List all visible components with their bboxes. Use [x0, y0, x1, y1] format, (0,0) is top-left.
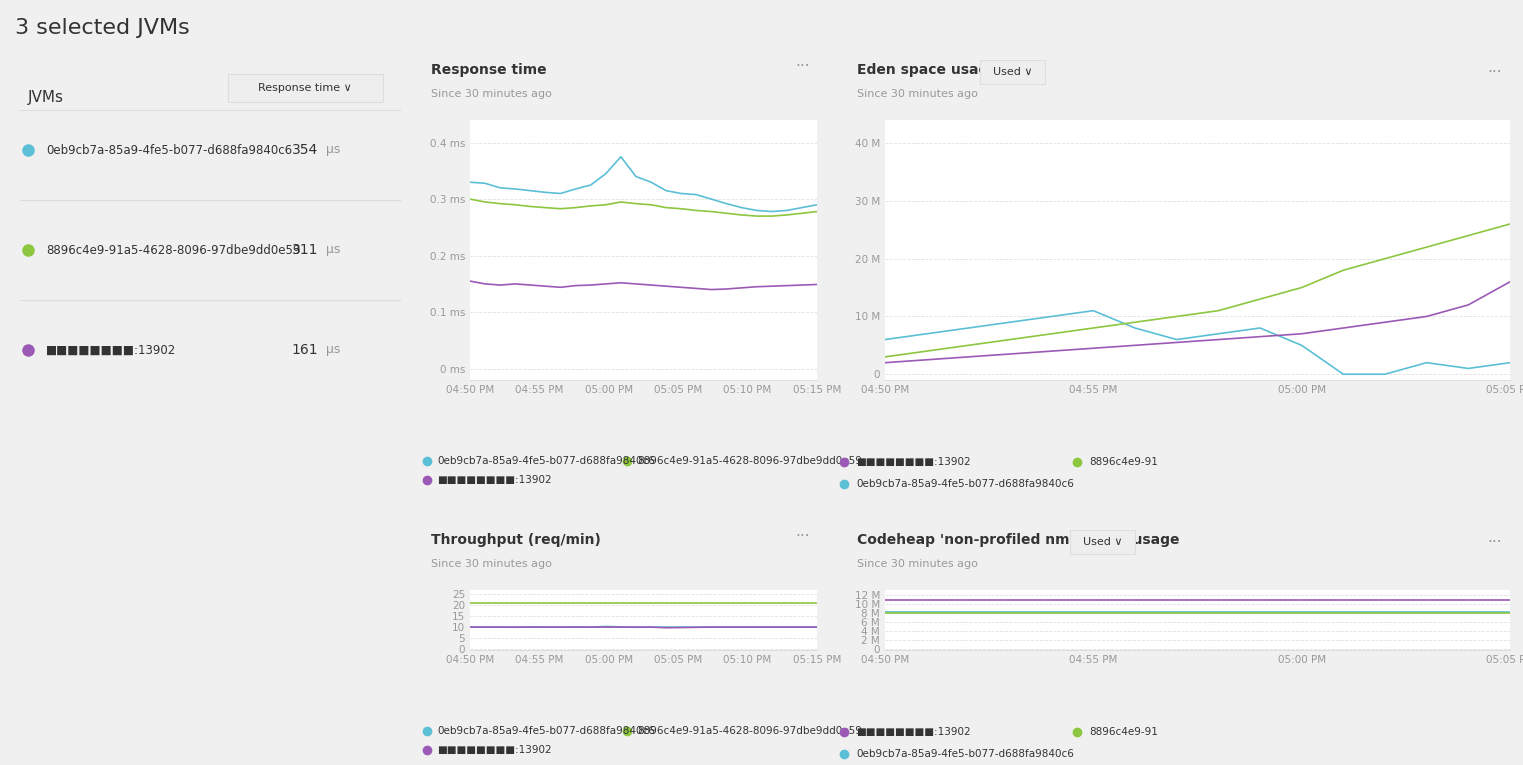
- Text: ■■■■■■■■:13902: ■■■■■■■■:13902: [856, 727, 970, 737]
- Text: μs: μs: [326, 243, 340, 256]
- Text: Since 30 minutes ago: Since 30 minutes ago: [857, 89, 978, 99]
- Text: Eden space usage: Eden space usage: [857, 63, 998, 77]
- Text: 8896c4e9-91a5-4628-8096-97dbe9dd0e59: 8896c4e9-91a5-4628-8096-97dbe9dd0e59: [637, 727, 862, 737]
- Text: 3 selected JVMs: 3 selected JVMs: [15, 18, 190, 37]
- Text: JVMs: JVMs: [27, 90, 64, 105]
- Text: 0eb9cb7a-85a9-4fe5-b077-d688fa9840c6: 0eb9cb7a-85a9-4fe5-b077-d688fa9840c6: [856, 749, 1074, 759]
- Text: 0eb9cb7a-85a9-4fe5-b077-d688fa9840c6: 0eb9cb7a-85a9-4fe5-b077-d688fa9840c6: [437, 457, 655, 467]
- Text: ···: ···: [1488, 535, 1502, 549]
- Text: ···: ···: [1488, 64, 1502, 80]
- FancyBboxPatch shape: [228, 74, 382, 102]
- Text: 8896c4e9-91a5-4628-8096-97dbe9dd0e59: 8896c4e9-91a5-4628-8096-97dbe9dd0e59: [46, 243, 300, 256]
- Text: ···: ···: [795, 529, 810, 544]
- Text: Used ∨: Used ∨: [1083, 537, 1122, 547]
- Text: 0eb9cb7a-85a9-4fe5-b077-d688fa9840c6: 0eb9cb7a-85a9-4fe5-b077-d688fa9840c6: [437, 727, 655, 737]
- Text: 8896c4e9-91a5-4628-8096-97dbe9dd0e59: 8896c4e9-91a5-4628-8096-97dbe9dd0e59: [637, 457, 862, 467]
- Text: Since 30 minutes ago: Since 30 minutes ago: [857, 559, 978, 569]
- Text: 8896c4e9-91: 8896c4e9-91: [1089, 727, 1157, 737]
- Text: μs: μs: [326, 343, 340, 356]
- Text: Codeheap 'non-profiled nmethods' usage: Codeheap 'non-profiled nmethods' usage: [857, 533, 1180, 547]
- Text: ■■■■■■■■:13902: ■■■■■■■■:13902: [856, 457, 970, 467]
- Text: μs: μs: [326, 144, 340, 157]
- Text: Throughput (req/min): Throughput (req/min): [431, 533, 602, 547]
- Text: 8896c4e9-91: 8896c4e9-91: [1089, 457, 1157, 467]
- Text: Response time ∨: Response time ∨: [257, 83, 352, 93]
- Text: Since 30 minutes ago: Since 30 minutes ago: [431, 559, 553, 569]
- Text: 311: 311: [291, 243, 318, 257]
- Text: ···: ···: [795, 59, 810, 74]
- Text: 354: 354: [292, 143, 318, 157]
- Text: 161: 161: [291, 343, 318, 357]
- Text: Since 30 minutes ago: Since 30 minutes ago: [431, 89, 553, 99]
- Text: ■■■■■■■■:13902: ■■■■■■■■:13902: [437, 475, 551, 486]
- Text: ■■■■■■■■:13902: ■■■■■■■■:13902: [46, 343, 177, 356]
- Text: ■■■■■■■■:13902: ■■■■■■■■:13902: [437, 745, 551, 755]
- Text: 0eb9cb7a-85a9-4fe5-b077-d688fa9840c6: 0eb9cb7a-85a9-4fe5-b077-d688fa9840c6: [856, 479, 1074, 489]
- Text: Response time: Response time: [431, 63, 547, 77]
- Text: Used ∨: Used ∨: [993, 67, 1033, 77]
- Text: 0eb9cb7a-85a9-4fe5-b077-d688fa9840c6: 0eb9cb7a-85a9-4fe5-b077-d688fa9840c6: [46, 144, 292, 157]
